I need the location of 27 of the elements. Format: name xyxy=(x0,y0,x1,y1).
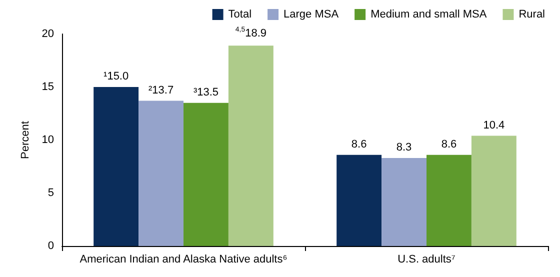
legend-label: Large MSA xyxy=(284,8,340,20)
bar xyxy=(426,154,472,246)
bar xyxy=(228,46,274,246)
bar xyxy=(138,100,184,246)
y-tick-label: 15 xyxy=(42,81,54,93)
data-label: 10.4 xyxy=(483,119,505,132)
data-label: 8.6 xyxy=(441,138,457,150)
y-tick-label: 20 xyxy=(42,28,54,40)
bar xyxy=(94,87,139,246)
bar xyxy=(184,102,228,246)
y-tick-label: 0 xyxy=(48,240,54,252)
data-label: ³13.5 xyxy=(193,86,219,98)
data-label: ²13.7 xyxy=(148,84,174,96)
x-tick-label: U.S. adults⁷ xyxy=(398,254,456,266)
x-tick-label: American Indian and Alaska Native adults⁶ xyxy=(80,254,288,266)
bar xyxy=(471,136,516,246)
y-tick-label: 10 xyxy=(42,134,54,146)
y-tick-label: 5 xyxy=(48,187,54,199)
data-label: 8.6 xyxy=(351,138,367,150)
y-axis-title: Percent xyxy=(19,121,32,159)
data-label: 8.3 xyxy=(396,142,412,154)
legend-label: Total xyxy=(228,8,252,20)
legend-label: Rural xyxy=(518,8,546,20)
legend-label: Medium and small MSA xyxy=(370,8,488,20)
bar xyxy=(382,158,426,246)
bar xyxy=(336,154,382,246)
data-label: ¹15.0 xyxy=(104,70,129,82)
